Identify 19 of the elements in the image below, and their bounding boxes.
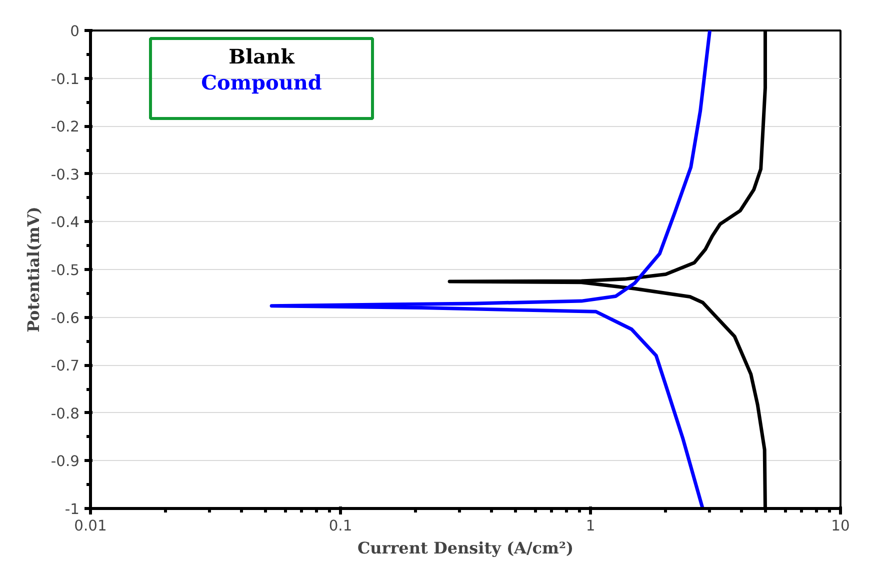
text: Compound: [201, 70, 322, 94]
y-axis-title: Potential(mV): [24, 206, 43, 332]
y-tick-label: -0.6: [50, 310, 80, 327]
y-tick-label: -0.3: [50, 166, 80, 184]
y-tick-label: -0.2: [50, 118, 80, 136]
x-tick-label: 0.01: [74, 518, 107, 534]
y-tick-label: -0.7: [50, 358, 80, 375]
x-tick-label: 10: [831, 518, 850, 534]
y-tick-label: 0: [70, 23, 80, 40]
y-tick-label: -0.5: [50, 262, 80, 279]
text: Blank: [228, 44, 296, 68]
y-tick-label: -1: [64, 501, 80, 518]
x-tick-label: 0.1: [328, 518, 352, 534]
x-axis-title: Current Density (A/cm²): [357, 538, 574, 558]
x-tick-label: 1: [586, 518, 596, 534]
y-tick-label: -0.9: [50, 453, 80, 470]
y-tick-label: -0.4: [50, 214, 80, 232]
y-tick-label: -0.1: [50, 70, 80, 88]
y-tick-label: -0.8: [50, 405, 80, 422]
